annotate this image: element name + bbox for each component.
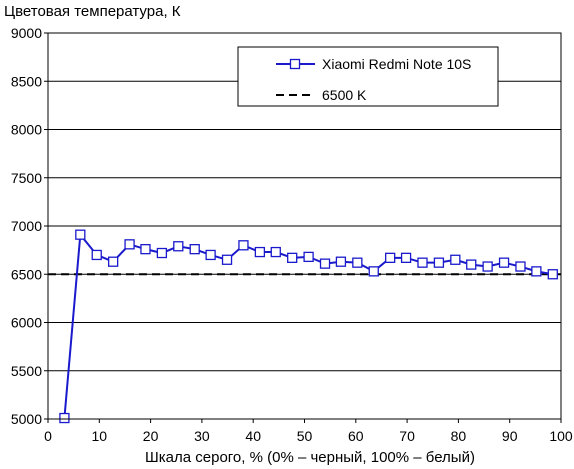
data-point bbox=[156, 247, 168, 259]
y-tick-label: 8000 bbox=[11, 122, 42, 138]
data-point bbox=[59, 412, 70, 424]
data-point bbox=[319, 258, 331, 269]
data-point bbox=[482, 261, 493, 272]
data-point bbox=[173, 241, 184, 252]
x-tick-label: 30 bbox=[194, 428, 210, 444]
data-point bbox=[466, 259, 477, 270]
y-tick-label: 7500 bbox=[11, 170, 42, 186]
data-point bbox=[368, 266, 379, 277]
data-point bbox=[124, 239, 135, 250]
legend-box bbox=[237, 46, 499, 107]
x-tick-labels: 0 10 20 30 40 50 60 70 80 90 100 bbox=[44, 419, 573, 444]
legend-series-marker bbox=[289, 58, 301, 70]
x-tick-label: 20 bbox=[143, 428, 159, 444]
data-point bbox=[498, 257, 510, 268]
data-point bbox=[108, 256, 119, 267]
data-point bbox=[75, 229, 86, 240]
x-tick-label: 10 bbox=[92, 428, 108, 444]
data-point bbox=[189, 244, 200, 255]
legend: Xiaomi Redmi Note 10S 6500 K bbox=[237, 46, 499, 107]
x-tick-label: 70 bbox=[399, 428, 415, 444]
data-point bbox=[515, 261, 526, 272]
series-line bbox=[63, 232, 553, 419]
y-tick-label: 9000 bbox=[11, 25, 42, 41]
data-point bbox=[221, 254, 233, 265]
x-tick-label: 60 bbox=[348, 428, 364, 444]
data-point bbox=[205, 249, 216, 261]
data-point bbox=[352, 257, 363, 268]
x-tick-label: 0 bbox=[44, 428, 52, 444]
x-tick-label: 40 bbox=[245, 428, 261, 444]
series-layer bbox=[59, 229, 558, 424]
x-tick-label: 90 bbox=[502, 428, 518, 444]
y-tick-label: 6000 bbox=[11, 315, 42, 331]
data-point bbox=[400, 252, 412, 263]
y-tick-label: 5500 bbox=[11, 363, 42, 379]
data-point bbox=[91, 249, 102, 261]
y-tick-label: 8500 bbox=[11, 73, 42, 89]
data-point bbox=[303, 251, 314, 263]
data-point bbox=[287, 252, 298, 263]
y-axis-title: Цветовая температура, К bbox=[4, 3, 181, 20]
x-tick-label: 50 bbox=[297, 428, 313, 444]
x-tick-label: 80 bbox=[451, 428, 467, 444]
data-point bbox=[335, 256, 347, 267]
legend-series-label: Xiaomi Redmi Note 10S bbox=[322, 56, 471, 72]
data-point bbox=[531, 266, 542, 277]
data-point bbox=[433, 257, 445, 268]
data-point bbox=[547, 269, 558, 280]
data-point bbox=[140, 244, 151, 255]
data-point bbox=[270, 246, 281, 258]
data-point bbox=[417, 257, 428, 268]
y-tick-label: 5000 bbox=[11, 411, 42, 427]
y-tick-label: 6500 bbox=[11, 266, 42, 282]
x-axis-title: Шкала серого, % (0% – черный, 100% – бел… bbox=[145, 449, 475, 466]
data-point bbox=[385, 252, 396, 263]
x-tick-label: 100 bbox=[549, 428, 573, 444]
legend-reference-label: 6500 K bbox=[322, 87, 367, 103]
y-tick-label: 7000 bbox=[11, 218, 42, 234]
y-tick-labels: 5000 5500 6000 6500 7000 7500 8000 8500 9000 bbox=[11, 25, 48, 427]
data-point bbox=[254, 246, 266, 258]
data-point bbox=[238, 240, 249, 251]
data-point bbox=[450, 254, 461, 265]
